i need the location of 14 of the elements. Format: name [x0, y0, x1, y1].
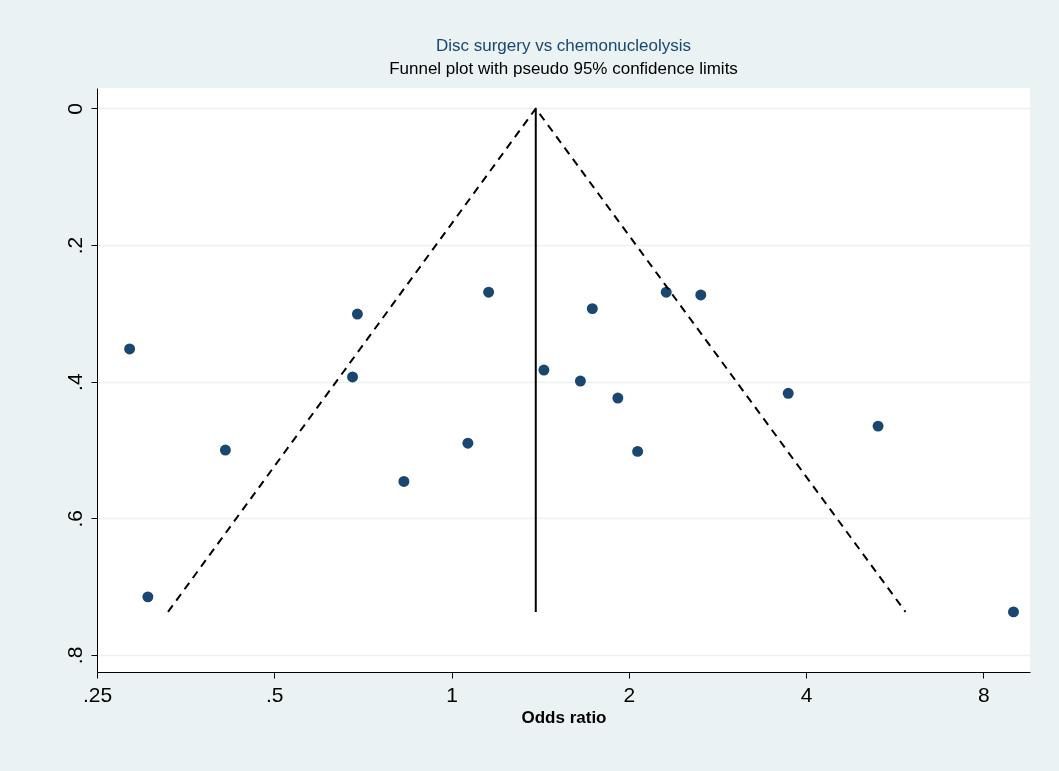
y-tick-label: 0 [62, 103, 86, 115]
chart-subtitle: Funnel plot with pseudo 95% confidence limits [389, 59, 738, 78]
x-tick-label: .5 [266, 682, 284, 706]
x-tick-label: 8 [978, 682, 990, 706]
x-tick-label: 1 [446, 682, 458, 706]
y-tick-label: .6 [62, 510, 86, 528]
x-tick-label: 4 [800, 682, 813, 706]
x-axis-title: Odds ratio [521, 707, 607, 727]
chart-title: Disc surgery vs chemonucleolysis [435, 36, 692, 55]
y-tick-label: .2 [62, 236, 86, 255]
y-tick-label: .8 [62, 646, 86, 665]
x-tick-label: 2 [623, 682, 636, 706]
y-tick-label: .4 [62, 373, 86, 391]
x-tick-label: .25 [82, 682, 113, 706]
